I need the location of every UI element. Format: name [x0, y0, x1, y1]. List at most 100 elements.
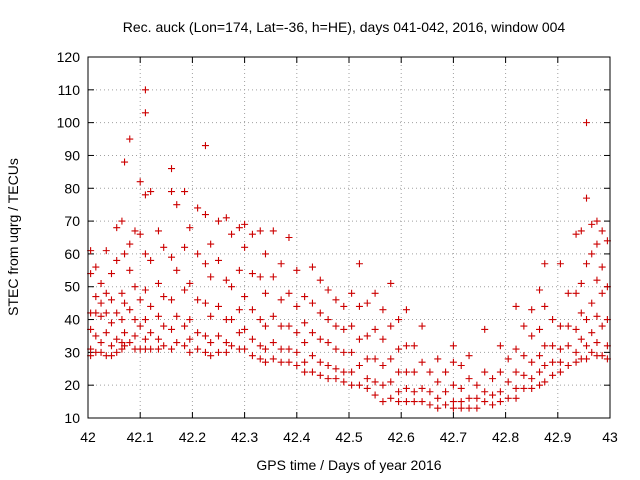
y-tick-label: 100 [57, 115, 81, 131]
x-tick-label: 42.5 [335, 429, 362, 445]
data-point [102, 309, 110, 317]
data-point [241, 345, 249, 353]
data-point [181, 342, 189, 350]
data-point [92, 263, 100, 271]
data-point [583, 316, 591, 324]
data-point [222, 348, 230, 356]
data-point [102, 329, 110, 337]
data-point [465, 352, 473, 360]
data-point [168, 345, 176, 353]
data-point [181, 188, 189, 196]
data-point [426, 368, 434, 376]
data-point [293, 329, 301, 337]
data-point [131, 227, 139, 235]
data-point [348, 348, 356, 356]
y-tick-label: 30 [64, 344, 80, 360]
data-point [201, 332, 209, 340]
data-point [316, 309, 324, 317]
data-point [371, 289, 379, 297]
x-tick-label: 43 [602, 429, 618, 445]
data-point [181, 286, 189, 294]
data-point [504, 355, 512, 363]
data-point [340, 325, 348, 333]
data-point [107, 319, 115, 327]
data-point [465, 404, 473, 412]
data-point [97, 279, 105, 287]
data-point [147, 345, 155, 353]
data-point [363, 384, 371, 392]
data-point [410, 388, 418, 396]
data-point [556, 368, 564, 376]
data-point [588, 348, 596, 356]
data-point [186, 348, 194, 356]
data-point [136, 322, 144, 330]
data-point [147, 302, 155, 310]
data-point [541, 378, 549, 386]
data-point [363, 299, 371, 307]
data-point [173, 266, 181, 274]
data-point [308, 368, 316, 376]
data-point [222, 276, 230, 284]
data-point [324, 316, 332, 324]
data-point [536, 368, 544, 376]
data-point [332, 345, 340, 353]
y-tick-label: 10 [64, 410, 80, 426]
data-point [256, 227, 264, 235]
data-point [293, 348, 301, 356]
data-point [418, 322, 426, 330]
data-point [528, 306, 536, 314]
data-point [118, 289, 126, 297]
data-point [520, 371, 528, 379]
plot-frame [87, 56, 611, 419]
data-point [449, 404, 457, 412]
data-point [489, 401, 497, 409]
data-point [449, 398, 457, 406]
data-point [556, 345, 564, 353]
data-point [121, 250, 129, 258]
data-point [228, 283, 236, 291]
data-point [348, 381, 356, 389]
data-point [410, 342, 418, 350]
data-point [572, 289, 580, 297]
data-point [332, 296, 340, 304]
data-point [395, 345, 403, 353]
data-point [181, 243, 189, 251]
data-point [402, 342, 410, 350]
data-point [379, 398, 387, 406]
data-point [528, 358, 536, 366]
data-point [147, 329, 155, 337]
data-point [434, 404, 442, 412]
data-point [168, 253, 176, 261]
y-axis-label: STEC from uqrg / TECUs [5, 158, 21, 316]
grid-lines [88, 57, 610, 418]
data-point [588, 250, 596, 258]
data-point [207, 240, 215, 248]
data-point [583, 260, 591, 268]
data-point [107, 342, 115, 350]
y-tick-label: 80 [64, 180, 80, 196]
data-point [355, 361, 363, 369]
data-point [588, 220, 596, 228]
data-point [215, 348, 222, 356]
data-point [261, 358, 269, 366]
data-point [379, 361, 387, 369]
data-point [536, 325, 544, 333]
data-point [107, 352, 115, 360]
data-point [261, 322, 269, 330]
data-point [269, 312, 277, 320]
data-point [583, 194, 591, 202]
data-point [371, 391, 379, 399]
data-point [97, 348, 105, 356]
data-point [228, 342, 236, 350]
data-point [141, 250, 149, 258]
data-point [410, 398, 418, 406]
data-point [173, 312, 181, 320]
data-point [201, 211, 209, 219]
data-point [512, 394, 520, 402]
data-point [147, 256, 155, 264]
data-point [324, 339, 332, 347]
data-point [457, 384, 465, 392]
data-point [194, 329, 202, 337]
data-point [387, 279, 395, 287]
data-point [402, 368, 410, 376]
